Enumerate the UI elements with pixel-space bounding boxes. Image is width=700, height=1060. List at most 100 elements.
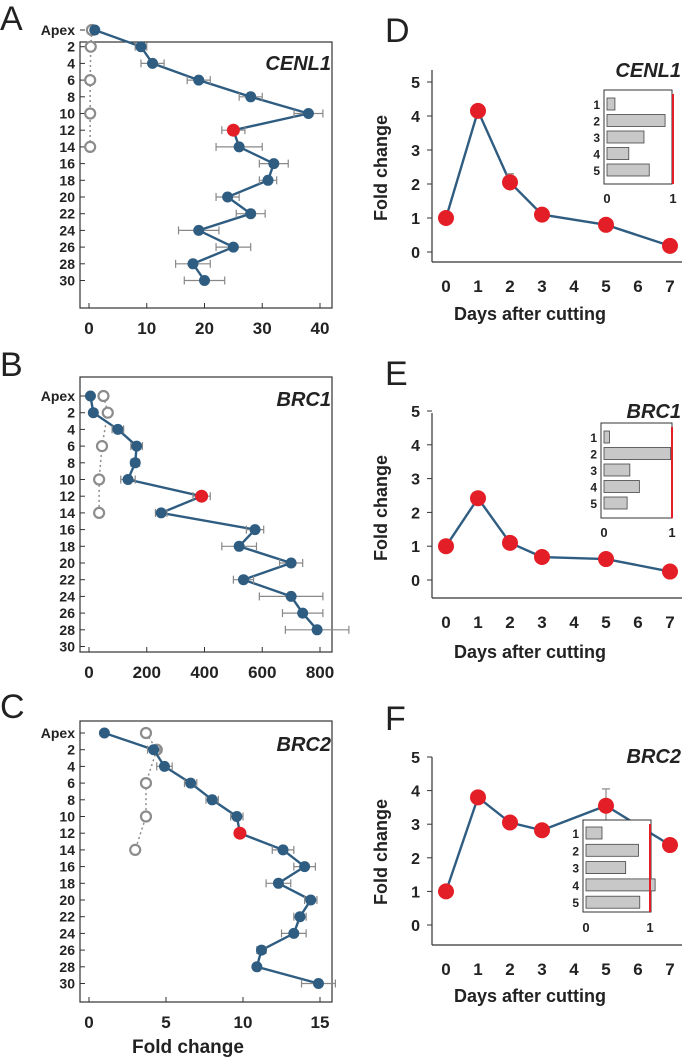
y-tick-label: 10 bbox=[59, 472, 75, 488]
data-point bbox=[122, 474, 134, 485]
inset-x-tick-label: 0 bbox=[582, 920, 589, 935]
inset-bar bbox=[603, 447, 672, 460]
data-point bbox=[237, 574, 249, 586]
y-tick-label: 22 bbox=[59, 572, 75, 588]
y-tick-label: 5 bbox=[411, 75, 420, 92]
panel-letter: E bbox=[385, 355, 408, 393]
control-point bbox=[139, 726, 153, 740]
y-tick-label: 10 bbox=[59, 809, 75, 825]
y-tick-label: 28 bbox=[59, 256, 75, 272]
inset-y-tick-label: 1 bbox=[590, 431, 597, 445]
control-line bbox=[134, 732, 158, 851]
x-tick-label: 0 bbox=[441, 277, 450, 296]
data-point bbox=[129, 457, 141, 469]
x-tick-label: 2 bbox=[505, 613, 514, 632]
data-point bbox=[438, 538, 454, 555]
data-point bbox=[155, 507, 167, 519]
data-point bbox=[222, 191, 234, 203]
data-point bbox=[470, 789, 486, 806]
y-tick-label: 30 bbox=[59, 639, 75, 655]
x-axis-label: Days after cutting bbox=[454, 986, 606, 1006]
data-point bbox=[147, 57, 159, 69]
y-tick-label: 2 bbox=[411, 177, 420, 194]
y-tick-label: 20 bbox=[59, 189, 75, 205]
data-point bbox=[89, 24, 101, 36]
inset-y-tick-label: 3 bbox=[590, 464, 597, 478]
x-tick-label: 0 bbox=[84, 319, 93, 338]
y-tick-label: 6 bbox=[67, 438, 75, 454]
x-tick-label: 0 bbox=[441, 960, 450, 979]
control-point bbox=[84, 140, 97, 153]
y-tick-label: 4 bbox=[67, 758, 75, 774]
panel-letter: A bbox=[0, 0, 23, 38]
data-point bbox=[98, 727, 110, 739]
inset-y-tick-label: 2 bbox=[593, 115, 600, 129]
data-point bbox=[112, 423, 124, 435]
inset-y-tick-label: 4 bbox=[572, 879, 579, 893]
y-tick-label: Apex bbox=[41, 725, 75, 741]
control-point bbox=[93, 473, 106, 486]
x-axis-label: Fold change bbox=[132, 1037, 244, 1058]
data-point bbox=[227, 241, 239, 253]
data-point bbox=[299, 861, 311, 873]
y-tick-label: 30 bbox=[59, 976, 75, 992]
x-tick-label: 200 bbox=[133, 663, 161, 682]
data-point bbox=[272, 877, 284, 889]
panel-letter: D bbox=[385, 12, 410, 50]
x-tick-label: 400 bbox=[190, 663, 218, 682]
inset-bar-chart: 1 2 3 4 50 1 bbox=[590, 422, 676, 540]
series-line bbox=[444, 795, 671, 892]
data-point bbox=[662, 837, 678, 854]
x-tick-label: 7 bbox=[665, 277, 674, 296]
y-tick-label: 4 bbox=[411, 109, 420, 126]
x-tick-label: 30 bbox=[253, 319, 272, 338]
data-point bbox=[598, 216, 614, 233]
x-tick-label: 1 bbox=[473, 960, 482, 979]
x-tick-label: 15 bbox=[311, 1013, 330, 1032]
y-tick-label: 28 bbox=[59, 622, 75, 638]
series-line bbox=[94, 28, 309, 282]
x-tick-label: 10 bbox=[234, 1013, 253, 1032]
x-tick-label: 1 bbox=[473, 613, 482, 632]
data-point bbox=[245, 91, 257, 103]
highlight-point bbox=[195, 489, 209, 503]
x-tick-label: 4 bbox=[569, 960, 579, 979]
x-tick-label: 6 bbox=[633, 277, 642, 296]
data-point bbox=[285, 590, 297, 602]
data-point bbox=[311, 624, 323, 636]
inset-bar bbox=[603, 463, 631, 477]
y-tick-label: 24 bbox=[59, 925, 75, 941]
inset-x-tick-label: 0 bbox=[600, 525, 607, 540]
y-tick-label: 1 bbox=[411, 884, 420, 901]
y-axis-label: Fold change bbox=[371, 115, 391, 221]
y-tick-label: 12 bbox=[59, 825, 75, 841]
y-tick-label: 14 bbox=[59, 505, 75, 521]
y-tick-label: 16 bbox=[59, 859, 75, 875]
y-tick-label: 2 bbox=[67, 39, 75, 55]
panel-letter: C bbox=[0, 688, 25, 726]
x-tick-label: 40 bbox=[311, 319, 330, 338]
data-point bbox=[312, 978, 324, 989]
inset-y-tick-label: 2 bbox=[572, 844, 579, 858]
x-tick-label: 2 bbox=[505, 960, 514, 979]
data-point bbox=[662, 237, 678, 254]
x-axis-label: Days after cutting bbox=[454, 642, 606, 662]
y-tick-label: 20 bbox=[59, 892, 75, 908]
data-point bbox=[231, 811, 243, 822]
control-point bbox=[93, 506, 106, 520]
data-point bbox=[206, 794, 218, 806]
inset-bar-chart: 1 2 3 4 50 1 bbox=[572, 819, 656, 935]
y-tick-label: 2 bbox=[411, 851, 420, 868]
series-line bbox=[445, 496, 671, 573]
data-point bbox=[233, 141, 245, 153]
y-tick-label: 30 bbox=[59, 273, 75, 289]
data-point bbox=[185, 777, 197, 789]
inset-y-tick-label: 5 bbox=[593, 164, 600, 178]
y-tick-label: 18 bbox=[59, 172, 75, 188]
control-point bbox=[129, 843, 142, 857]
data-point bbox=[193, 224, 205, 236]
